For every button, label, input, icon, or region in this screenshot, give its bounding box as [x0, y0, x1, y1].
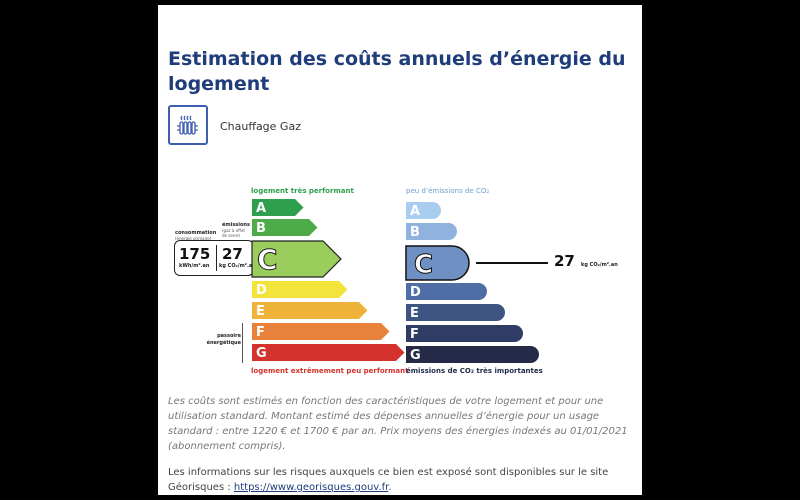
energy-class-b-letter: B	[256, 221, 266, 236]
risk-note-end: .	[388, 482, 392, 493]
energy-class-e-letter: E	[256, 304, 265, 319]
ges-pointer-line	[476, 262, 548, 264]
page-title: Estimation des coûts annuels d’énergie d…	[168, 48, 626, 95]
value-divider	[216, 245, 217, 271]
dpe-card: Estimation des coûts annuels d’énergie d…	[158, 5, 642, 495]
radiator-icon	[177, 115, 198, 135]
consumption-label: consommation	[175, 230, 217, 236]
ges-class-d-bar: D	[406, 283, 487, 300]
energy-class-g-letter: G	[256, 346, 267, 361]
ges-unit: kg CO₂/m².an	[581, 262, 618, 268]
consumption-unit: kWh/m².an	[179, 263, 210, 269]
ges-class-a-bar: A	[406, 202, 441, 219]
energy-scale-top-label: logement très performant	[251, 187, 354, 195]
energy-value-box	[174, 240, 254, 276]
ges-scale-top-label: peu d’émissions de CO₂	[406, 187, 490, 195]
ges-scale-bottom-label: émissions de CO₂ très importantes	[406, 367, 543, 375]
ges-class-g-letter: G	[410, 348, 421, 363]
ges-class-a-letter: A	[410, 204, 420, 219]
energy-class-f-bar: F	[252, 323, 390, 340]
energy-class-b-bar: B	[252, 219, 318, 236]
ges-class-e-bar: E	[406, 304, 505, 321]
energy-class-g-bar: G	[252, 344, 405, 361]
heating-icon-box	[168, 105, 208, 145]
emissions-sub-label-1: (gaz à effet	[222, 228, 245, 233]
ges-class-f-bar: F	[406, 325, 523, 342]
energy-class-a-bar: A	[252, 199, 304, 216]
emissions-label: émissions	[222, 222, 250, 228]
georisques-link[interactable]: https://www.georisques.gouv.fr	[233, 482, 389, 493]
ges-class-e-letter: E	[410, 306, 419, 321]
ges-value: 27	[554, 252, 575, 270]
energy-class-c-letter: C	[257, 243, 278, 276]
emissions-unit: kg CO₂/m².an	[219, 263, 256, 269]
energy-class-c-bar: C	[251, 240, 342, 278]
ges-class-f-letter: F	[410, 327, 419, 342]
emissions-sub-label-2: de serre)	[222, 233, 240, 238]
ges-class-d-letter: D	[410, 285, 421, 300]
energetique-label: énergétique	[206, 340, 241, 346]
energy-class-a-letter: A	[256, 201, 266, 216]
risk-note: Les informations sur les risques auxquel…	[168, 465, 628, 495]
ges-class-b-letter: B	[410, 225, 420, 240]
emissions-value: 27	[222, 245, 243, 263]
ges-class-c-bar: C	[405, 245, 470, 281]
energy-scale-bottom-label: logement extrêmement peu performant	[251, 367, 409, 375]
energy-class-d-bar: D	[252, 281, 348, 298]
consumption-value: 175	[179, 245, 211, 263]
heating-type-label: Chauffage Gaz	[220, 120, 301, 133]
consumption-sub-label: (énergie primaire)	[175, 236, 212, 241]
ges-class-b-bar: B	[406, 223, 457, 240]
risk-note-text: Les informations sur les risques auxquel…	[168, 467, 609, 493]
passoire-label: passoire	[217, 333, 241, 339]
energy-class-d-letter: D	[256, 283, 267, 298]
passoire-bracket	[242, 323, 243, 363]
ges-class-g-bar: G	[406, 346, 539, 363]
energy-class-e-bar: E	[252, 302, 368, 319]
energy-class-f-letter: F	[256, 325, 265, 340]
cost-note: Les coûts sont estimés en fonction des c…	[168, 396, 628, 452]
ges-class-c-letter: C	[414, 250, 433, 280]
